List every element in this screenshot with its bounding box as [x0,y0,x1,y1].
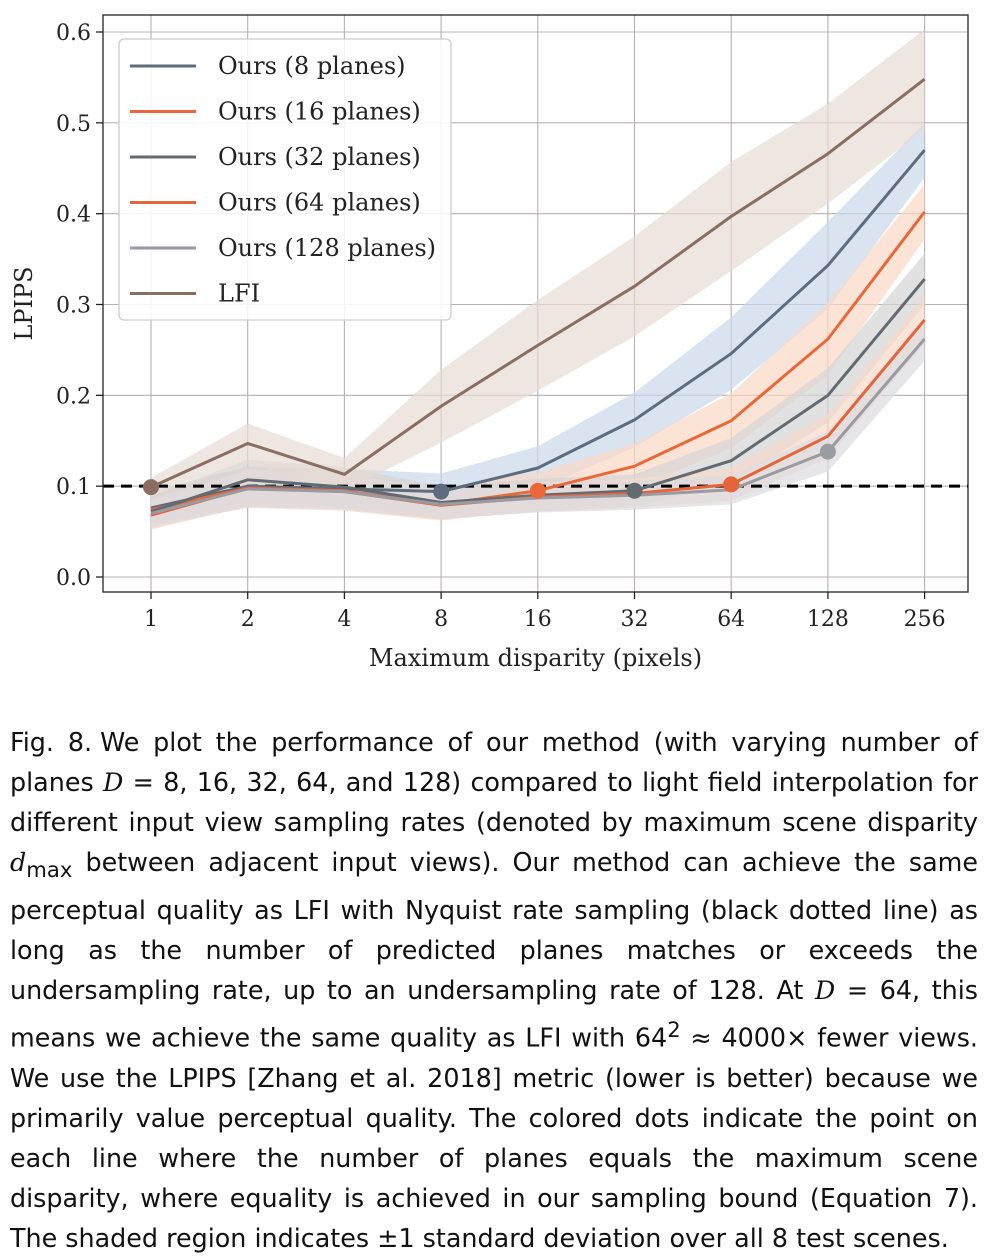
y-tick-label: 0.5 [56,112,91,137]
legend-label-3: Ours (64 planes) [218,189,421,217]
x-tick-label: 8 [434,607,448,632]
equality-marker-0 [433,483,450,500]
y-tick-label: 0.3 [56,294,91,319]
caption-symbol-d: D [102,767,124,797]
x-tick-label: 1 [144,607,158,632]
equality-marker-1 [529,482,546,499]
equality-marker-2 [626,482,643,499]
plot-frame [102,14,969,593]
y-tick-label: 0.1 [56,475,91,500]
x-axis-title: Maximum disparity (pixels) [369,644,702,672]
series-line-5 [150,78,926,489]
caption-text-5: ≈ 4000× fewer views. We use the LPIPS [Z… [10,1022,978,1253]
series-markers [143,443,836,500]
std-band-3 [151,296,925,530]
y-tick-label: 0.0 [56,566,91,591]
x-tick-label: 64 [717,607,745,632]
x-tick-label: 16 [524,607,552,632]
y-tick-label: 0.2 [56,384,91,409]
equality-marker-3 [723,476,740,493]
axis-ticks: 1 2 4 8 16 32 64 128 256 0.0 0.1 0.2 0.3 0.4 0.5 0.6 [56,21,946,632]
caption-text-3: between adjacent input views). Our metho… [10,847,978,1006]
caption-symbol-d-2: D [814,975,836,1006]
x-tick-label: 256 [904,607,946,632]
x-tick-label: 4 [337,607,351,632]
caption-symbol-dmax: d [10,847,27,877]
x-tick-label: 32 [621,607,649,632]
caption-text-4: = 64, this means we achieve the same qua… [10,975,978,1053]
y-tick-label: 0.4 [56,203,91,228]
legend-label-1: Ours (16 planes) [218,98,421,126]
x-tick-label: 2 [241,607,255,632]
x-tick-label: 128 [807,607,849,632]
caption-text-2: = 8, 16, 32, 64, and 128) compared to li… [10,767,978,837]
chart-figure: 1 2 4 8 16 32 64 128 256 0.0 0.1 0.2 0.3 0.4 0.5 0.6 Ma… [10,14,969,672]
y-axis-title: LPIPS [10,266,38,340]
equality-marker-4 [819,443,836,460]
legend-box [118,38,452,321]
std-band-2 [151,253,925,528]
legend-label-0: Ours (8 planes) [218,52,406,80]
equality-marker-5 [143,479,159,496]
caption-subscript-max: max [26,857,73,883]
std-band-5 [151,29,925,497]
figure-caption: Fig. 8. We plot the performance of our me… [10,722,978,1258]
legend-label-2: Ours (32 planes) [218,143,421,171]
legend-label-4: Ours (128 planes) [218,234,436,262]
legend: Ours (8 planes) Ours (16 planes) Ours (32 … [118,38,452,321]
y-tick-label: 0.6 [56,21,91,46]
caption-superscript: 2 [667,1017,681,1043]
legend-label-5: LFI [218,280,260,308]
caption-text-1: We plot the performance of our method (w… [10,727,978,797]
figure-label: Fig. 8. [10,727,93,757]
series-line-0 [150,149,926,510]
lpips-line-chart: 1 2 4 8 16 32 64 128 256 0.0 0.1 0.2 0.3 0.4 0.5 0.6 Ma… [10,14,969,672]
